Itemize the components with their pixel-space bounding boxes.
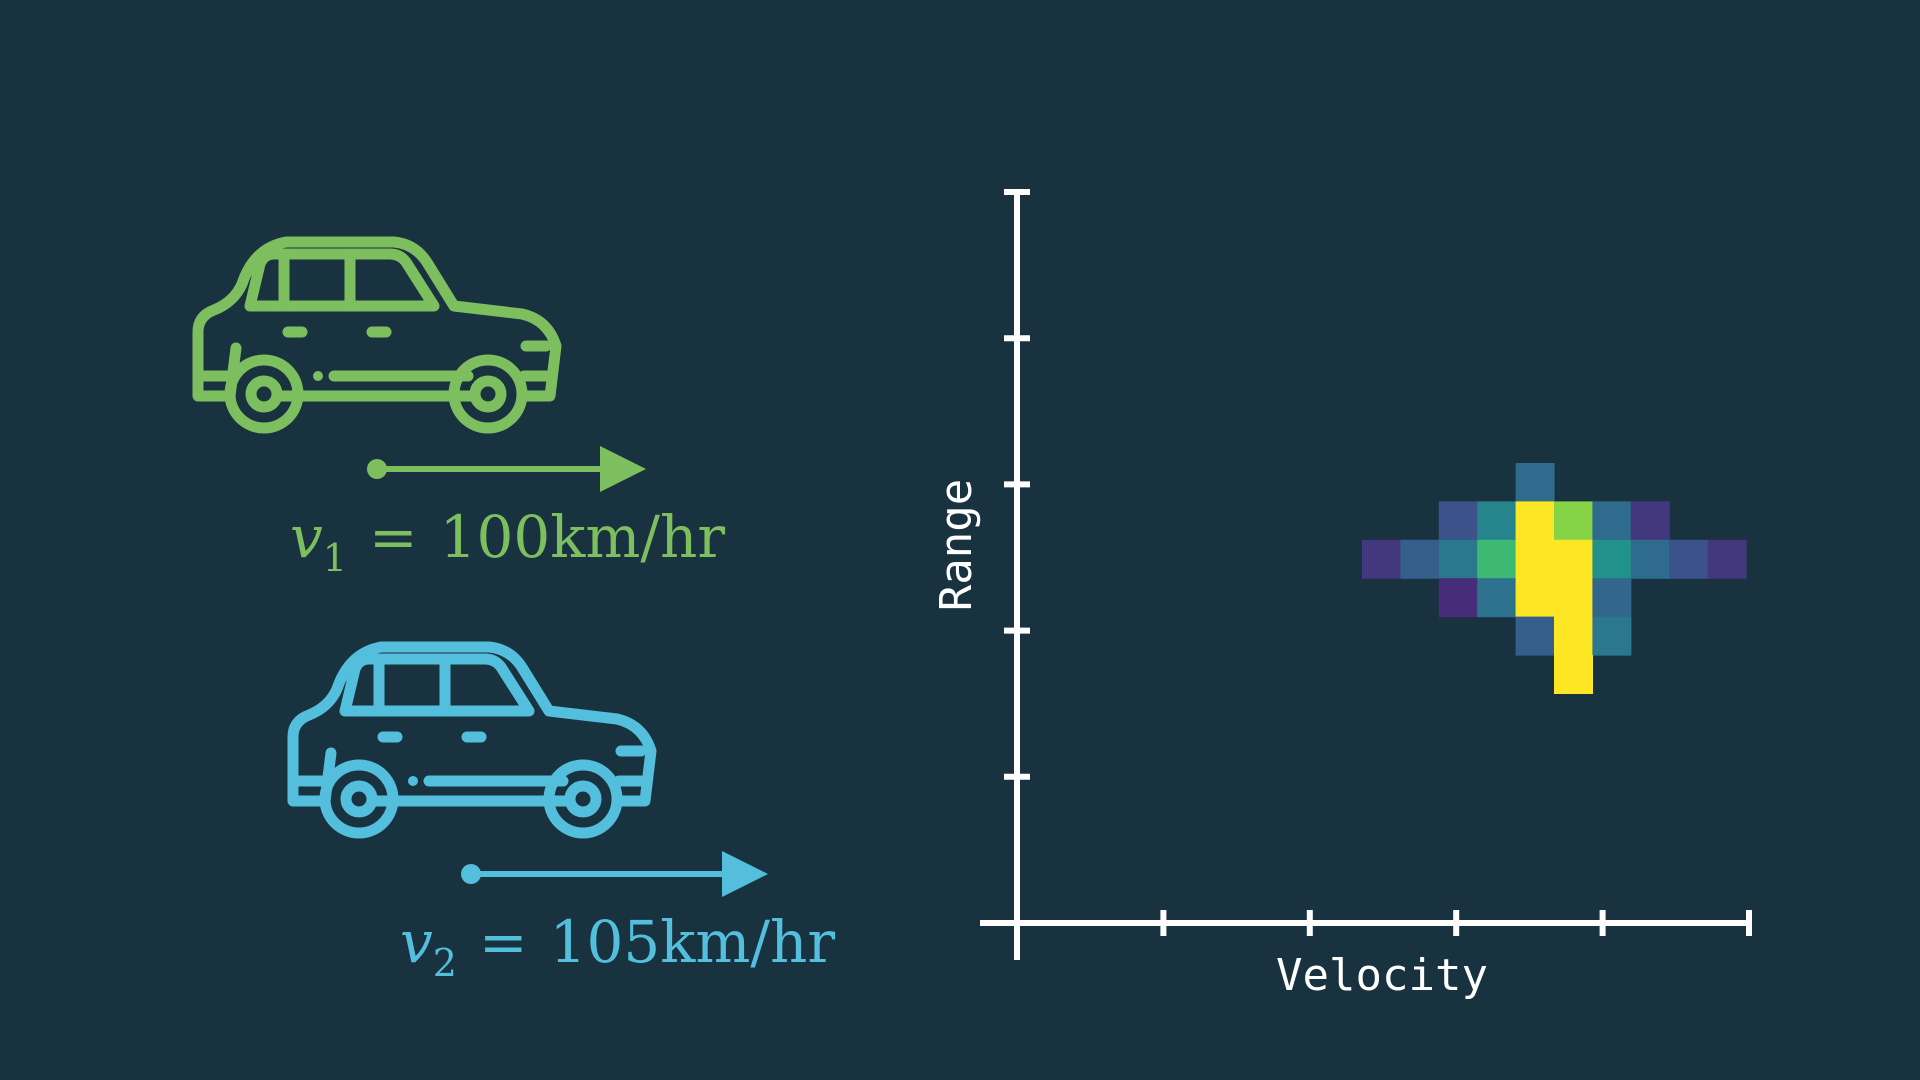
heatmap-cell — [1669, 539, 1709, 579]
velocity-variable: v — [400, 908, 433, 976]
car-icon — [198, 242, 556, 428]
car-1-group: v1 = 100km/hr — [198, 242, 725, 580]
heatmap-cell — [1592, 578, 1632, 618]
velocity-arrow — [461, 851, 768, 897]
x-axis-label: Velocity — [1276, 950, 1488, 1001]
x-ticks — [1160, 910, 1752, 936]
y-axis-label: Range — [931, 479, 982, 611]
heatmap-cell — [1592, 539, 1632, 579]
heatmap-cell — [1477, 501, 1517, 541]
car-2-group: v2 = 105km/hr — [293, 647, 835, 985]
heatmap-cell — [1592, 616, 1632, 656]
velocity-subscript: 1 — [323, 536, 347, 580]
heatmap-cell — [1515, 539, 1555, 579]
heatmap-cell — [1362, 539, 1401, 579]
heatmap-cell — [1477, 578, 1517, 618]
axes — [980, 189, 1752, 960]
velocity-arrow — [367, 446, 646, 492]
heatmap-cell — [1554, 501, 1593, 541]
heatmap-cell — [1515, 501, 1555, 541]
heatmap-cell — [1554, 616, 1593, 656]
heatmap-cell — [1630, 501, 1670, 541]
heatmap-cell — [1477, 539, 1517, 579]
heatmap-cell — [1554, 539, 1593, 579]
y-ticks — [1004, 189, 1030, 780]
velocity-value: 100km/hr — [440, 503, 726, 571]
heatmap-cell — [1438, 501, 1478, 541]
heatmap-cell — [1515, 463, 1555, 502]
velocity-equation-2: v2 = 105km/hr — [400, 908, 835, 985]
heatmap-cell — [1554, 655, 1593, 694]
heatmap-cell — [1515, 578, 1555, 618]
heatmap-cell — [1400, 539, 1440, 579]
heatmap-cell — [1630, 539, 1670, 579]
equals-sign: = — [369, 503, 418, 571]
range-velocity-plot: Velocity Range — [931, 189, 1752, 1001]
heatmap — [1362, 463, 1747, 694]
heatmap-cell — [1592, 501, 1632, 541]
velocity-subscript: 2 — [433, 941, 457, 985]
heatmap-cell — [1438, 539, 1478, 579]
heatmap-cell — [1707, 539, 1747, 579]
equals-sign: = — [479, 908, 528, 976]
velocity-value: 105km/hr — [550, 908, 836, 976]
car-icon — [293, 647, 651, 833]
heatmap-cell — [1554, 578, 1593, 618]
velocity-variable: v — [290, 503, 323, 571]
velocity-equation-1: v1 = 100km/hr — [290, 503, 725, 580]
heatmap-cell — [1438, 578, 1478, 618]
heatmap-cell — [1515, 616, 1555, 656]
